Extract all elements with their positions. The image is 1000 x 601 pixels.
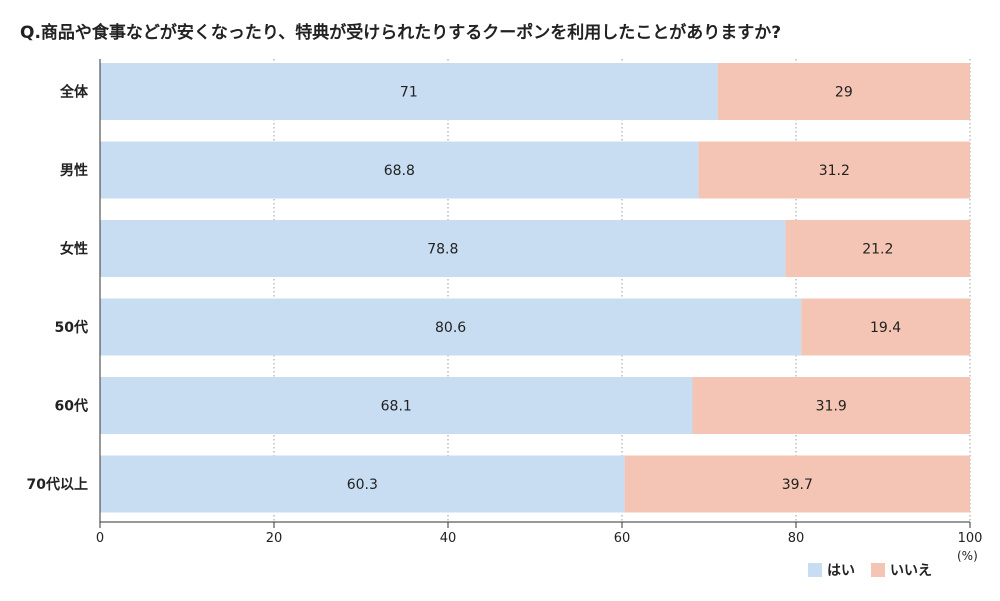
legend-label-no: いいえ xyxy=(890,563,932,579)
bar-no xyxy=(698,141,970,199)
legend-label-yes: はい xyxy=(827,563,855,579)
chart-title: Q.商品や食事などが安くなったり、特典が受けられたりするクーポンを利用したことが… xyxy=(20,23,782,43)
bar-no xyxy=(624,455,970,513)
bar-value-label: 19.4 xyxy=(870,320,901,336)
bar-value-label: 78.8 xyxy=(427,242,458,258)
bar-no xyxy=(717,63,970,120)
bar-value-label: 31.9 xyxy=(816,399,847,415)
category-label: 70代以上 xyxy=(27,476,88,493)
bars: 71 29 68.8 31.2 78.8 21.2 80.6 19.4 68.1 31.9 60.3… xyxy=(100,63,970,513)
bar-yes xyxy=(100,298,802,356)
gridlines xyxy=(273,59,971,522)
bar-yes xyxy=(100,63,718,120)
bar-yes xyxy=(100,141,699,199)
category-label: 女性 xyxy=(60,241,88,258)
bar-value-label: 80.6 xyxy=(435,320,466,336)
x-axis: 0 20 40 60 80 100 xyxy=(96,59,983,546)
x-tick-label: 40 xyxy=(440,531,457,546)
x-tick-label: 80 xyxy=(788,531,805,546)
bar-value-label: 21.2 xyxy=(862,242,893,258)
bar-value-label: 29 xyxy=(835,85,853,101)
unit-label: (%) xyxy=(957,549,978,563)
bar-yes xyxy=(100,455,625,513)
x-tick-label: 0 xyxy=(96,531,104,546)
category-label: 60代 xyxy=(55,398,88,415)
category-label: 全体 xyxy=(59,84,89,101)
legend: はい いいえ xyxy=(808,560,942,580)
bar-value-label: 31.2 xyxy=(819,163,850,179)
category-label: 50代 xyxy=(55,319,88,336)
bar-value-label: 39.7 xyxy=(782,477,813,493)
legend-swatch-no xyxy=(871,563,885,577)
bar-no xyxy=(692,377,970,434)
legend-item-yes: はい xyxy=(808,560,855,580)
x-tick-label: 20 xyxy=(266,531,283,546)
bar-no xyxy=(801,298,970,356)
bar-value-label: 71 xyxy=(400,85,418,101)
bar-yes xyxy=(100,220,786,277)
x-tick-label: 60 xyxy=(614,531,631,546)
bar-value-label: 68.1 xyxy=(381,399,412,415)
legend-item-no: いいえ xyxy=(871,560,932,580)
legend-swatch-yes xyxy=(808,563,822,577)
category-label: 男性 xyxy=(60,162,88,179)
x-tick-label: 100 xyxy=(958,531,983,546)
bar-value-label: 68.8 xyxy=(384,163,415,179)
bar-no xyxy=(785,220,970,277)
bar-value-label: 60.3 xyxy=(347,477,378,493)
bar-yes xyxy=(100,377,693,434)
